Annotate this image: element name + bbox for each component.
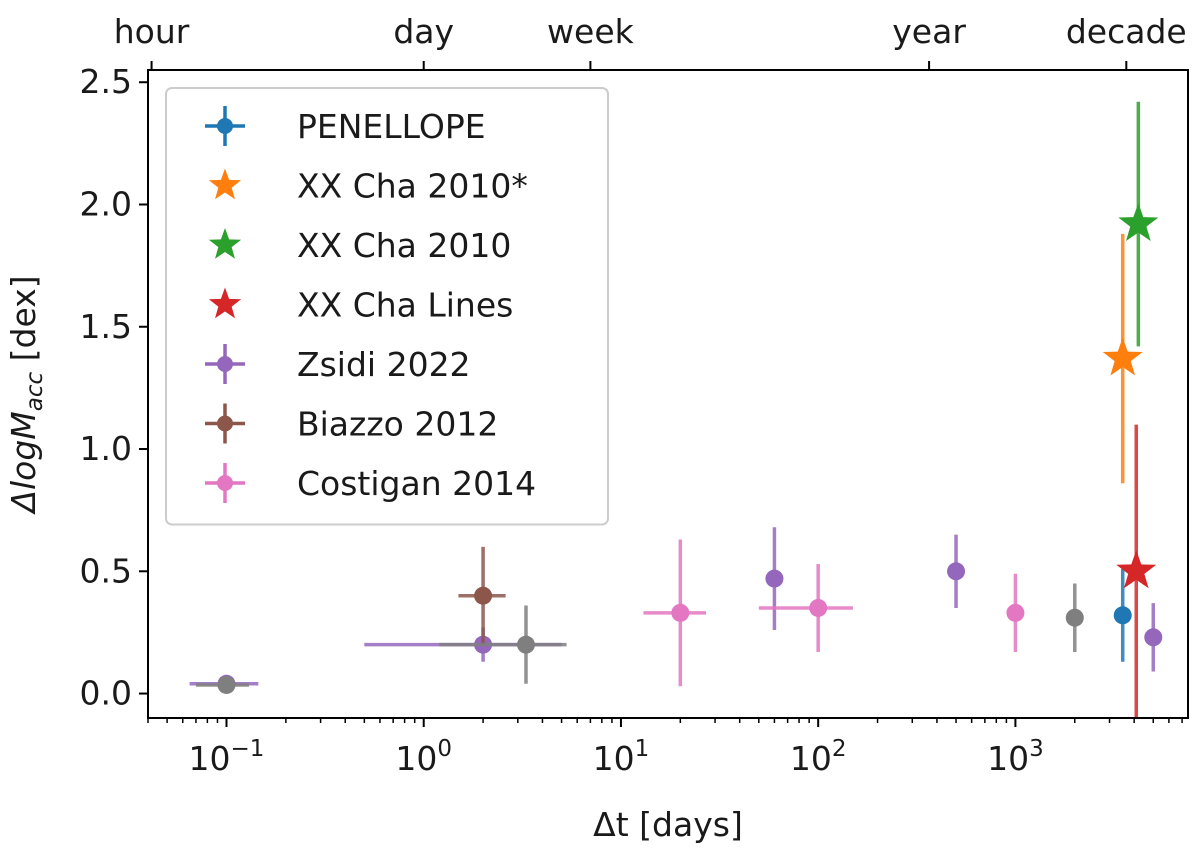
star-marker: [1102, 337, 1143, 376]
y-axis-label-sub: acc: [22, 372, 48, 412]
legend-item: Biazzo 2012: [205, 403, 498, 444]
legend-item: XX Cha 2010*: [208, 167, 528, 206]
data-point: [1116, 424, 1157, 718]
star-marker: [208, 287, 242, 319]
legend-label: Costigan 2014: [297, 464, 536, 503]
circle-marker: [474, 586, 493, 605]
plot-area-frame: [147, 69, 1189, 719]
legend-item: XX Cha 2010: [208, 226, 511, 265]
x-tick-label: 100: [395, 736, 452, 778]
star-marker: [1118, 203, 1159, 242]
axes-ticks: 10−1 100 101 102 103 0.0 0.5 1.0 1.5 2.0 2.5: [80, 62, 1183, 778]
x-tick-label: 101: [593, 736, 650, 778]
x-tick-label: 10−1: [189, 736, 265, 778]
legend-item: XX Cha Lines: [208, 286, 513, 325]
y-axis-label: ΔlogMacc [dex]: [4, 275, 48, 515]
data-point: [1102, 233, 1143, 484]
circle-marker: [516, 635, 535, 654]
data-point: [947, 534, 966, 608]
legend-label: XX Cha Lines: [297, 286, 513, 325]
y-tick-label: 1.0: [80, 429, 132, 468]
data-layer: [189, 101, 1163, 718]
circle-marker: [947, 562, 966, 581]
circle-marker: [1065, 608, 1084, 627]
legend-item: Costigan 2014: [205, 463, 536, 503]
circle-marker: [217, 675, 236, 694]
circle-marker: [809, 598, 828, 617]
y-axis-label-main: ΔlogM: [4, 411, 43, 515]
data-point: [643, 539, 707, 687]
circle-marker: [1144, 628, 1163, 647]
legend-item: PENELLOPE: [205, 106, 486, 146]
legend-label: XX Cha 2010*: [297, 167, 528, 206]
data-point: [1113, 568, 1132, 662]
legend-label: Zsidi 2022: [297, 345, 471, 384]
circle-marker: [217, 356, 233, 372]
legend-box: [165, 87, 609, 526]
top-tick-label: decade: [1066, 12, 1187, 51]
top-tick-label: year: [892, 12, 966, 51]
x-tick-label: 102: [790, 736, 847, 778]
circle-marker: [765, 569, 784, 588]
circle-marker: [217, 475, 233, 491]
data-point: [439, 605, 567, 684]
data-point: [1118, 101, 1159, 347]
circle-marker: [1113, 606, 1132, 625]
y-tick-label: 2.5: [80, 62, 132, 101]
data-point: [458, 546, 506, 645]
y-tick-label: 0.0: [80, 674, 132, 713]
legend-item: Zsidi 2022: [205, 344, 471, 384]
y-tick-label: 1.5: [80, 307, 132, 346]
top-tick-label: hour: [114, 12, 190, 51]
legend-label: Biazzo 2012: [297, 405, 498, 444]
legend: PENELLOPE XX Cha 2010* XX Cha 2010 XX Cha L…: [165, 87, 609, 526]
data-point: [758, 563, 853, 652]
legend-label: PENELLOPE: [297, 107, 486, 146]
x-tick-label: 103: [987, 736, 1044, 778]
y-tick-label: 2.0: [80, 184, 132, 223]
star-marker: [208, 228, 242, 259]
star-marker: [1116, 550, 1157, 589]
top-axis: hour day week year decade: [114, 12, 1187, 70]
circle-marker: [217, 118, 233, 134]
x-axis-label: Δt [days]: [593, 805, 743, 844]
data-point: [1144, 603, 1163, 672]
top-tick-label: day: [393, 12, 454, 51]
circle-marker: [1006, 603, 1025, 622]
y-tick-label: 0.5: [80, 551, 132, 590]
data-point: [1006, 573, 1025, 652]
data-point: [1065, 583, 1084, 652]
data-point: [765, 527, 784, 630]
y-axis-label-unit: [dex]: [4, 275, 43, 371]
top-tick-label: week: [547, 12, 635, 51]
star-marker: [208, 168, 242, 200]
circle-marker: [217, 415, 233, 432]
circle-marker: [671, 603, 690, 622]
data-point: [195, 675, 249, 694]
legend-label: XX Cha 2010: [297, 226, 511, 265]
